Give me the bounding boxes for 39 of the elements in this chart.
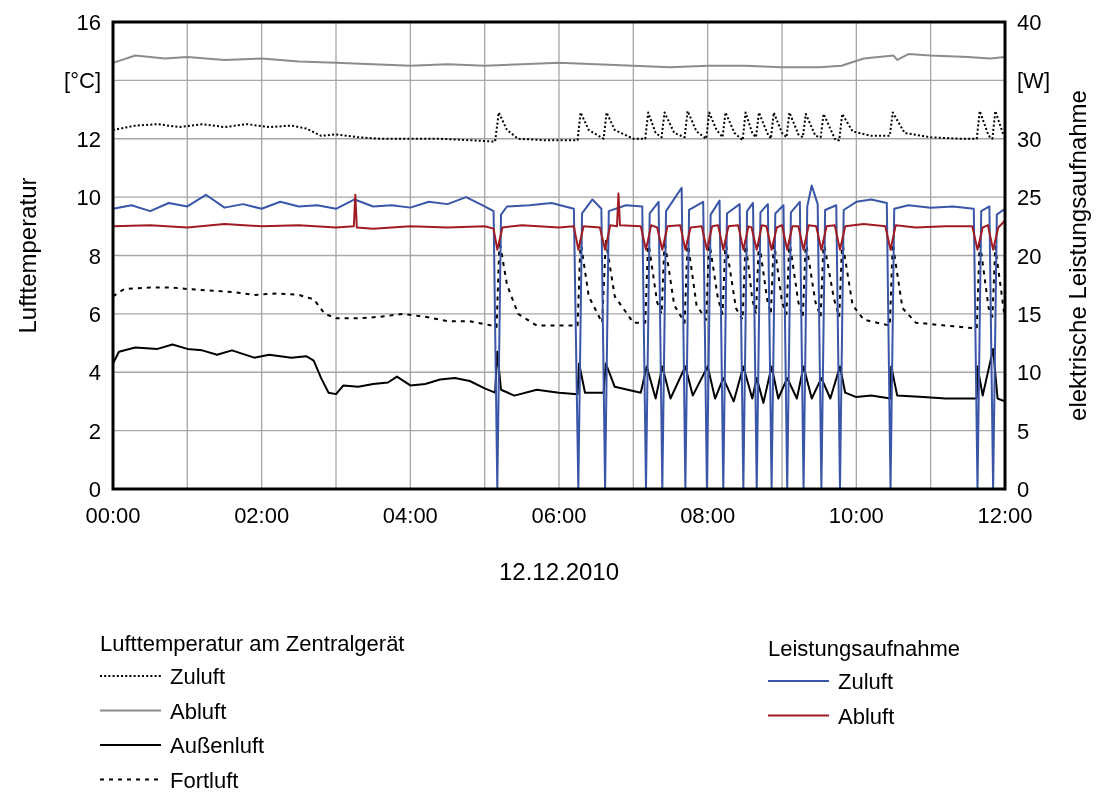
- legend-label: Abluft: [170, 698, 227, 724]
- y-tick-label: 10: [76, 185, 101, 211]
- y-tick-label: 0: [88, 477, 101, 502]
- legend-label: Zuluft: [838, 669, 894, 694]
- y-tick-label: 16: [76, 10, 101, 35]
- y2-tick-label: 40: [1017, 10, 1042, 35]
- x-tick-label: 12:00: [977, 503, 1033, 528]
- y2-tick-label: 5: [1017, 418, 1030, 444]
- legend-label: Zuluft: [170, 664, 226, 689]
- x-tick-label: 00:00: [85, 503, 141, 528]
- x-tick-label: 06:00: [531, 503, 587, 528]
- line-series: [112, 53, 1006, 69]
- legend-label: Außenluft: [170, 733, 265, 758]
- y-tick-label: 4: [88, 360, 101, 386]
- y-tick-label: [°C]: [64, 68, 101, 94]
- legend-label: Fortluft: [170, 767, 239, 793]
- y2-tick-label: 30: [1017, 126, 1042, 152]
- y-tick-label: 8: [88, 243, 101, 269]
- y2-tick-label: 15: [1017, 301, 1042, 327]
- legend-label: Abluft: [838, 703, 895, 729]
- y-tick-label: 2: [88, 418, 101, 444]
- y2-tick-label: 20: [1017, 243, 1042, 269]
- y2-tick-label: 25: [1017, 185, 1042, 211]
- line-series: [112, 192, 1006, 251]
- y-axis-title: Lufttemperatur: [14, 177, 41, 334]
- x-tick-label: 10:00: [828, 503, 884, 528]
- line-series: [112, 184, 1006, 490]
- x-tick-label: 08:00: [680, 503, 736, 528]
- y2-tick-label: [W]: [1017, 68, 1050, 94]
- y2-tick-label: 10: [1017, 360, 1042, 386]
- y2-tick-label: 0: [1017, 477, 1030, 502]
- y-tick-label: 12: [76, 126, 101, 152]
- y-tick-label: 6: [88, 301, 101, 327]
- legend-title: Lufttemperatur am Zentralgerät: [100, 631, 405, 656]
- text: Leistungsaufnahme: [768, 636, 961, 661]
- x-axis-title: 12.12.2010: [498, 558, 620, 585]
- y2-axis-title: elektrische Leistungsaufnahme: [1064, 90, 1091, 421]
- x-tick-label: 04:00: [382, 503, 438, 528]
- x-tick-label: 02:00: [234, 503, 290, 528]
